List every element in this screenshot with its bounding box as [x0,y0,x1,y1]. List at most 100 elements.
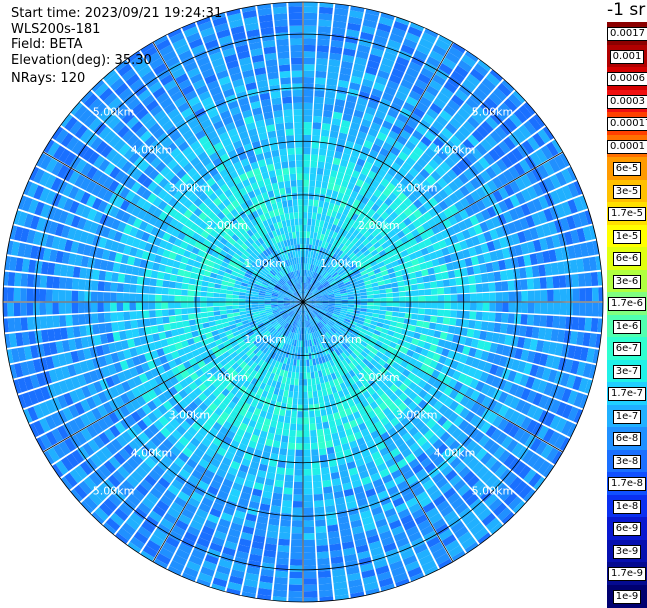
range-gate [200,307,207,312]
range-gate [304,475,312,482]
range-gate [304,135,312,142]
range-gate [280,442,287,449]
range-gate [327,414,334,422]
range-gate [304,32,316,39]
range-gate [304,488,313,495]
range-gate [324,97,334,105]
range-gate [299,385,303,392]
range-gate [317,168,324,175]
range-gate [496,292,503,301]
range-gate [308,392,313,399]
range-gate [304,482,313,489]
range-gate [295,372,299,379]
range-gate [177,328,185,335]
range-gate [398,286,405,291]
range-gate [500,270,508,280]
range-gate [311,219,316,226]
range-gate [232,295,239,299]
range-gate [111,322,119,332]
range-gate [496,303,503,312]
range-gate [304,26,317,33]
range-gate [298,347,301,354]
range-gate [508,313,515,323]
range-gate [379,289,386,294]
range-gate [406,297,413,302]
range-gate [220,285,227,290]
range-gate [163,324,170,331]
range-gate [110,282,117,291]
range-gate [316,539,328,546]
range-gate [506,324,514,334]
range-gate [315,187,321,194]
range-gate [319,448,327,455]
range-gate [317,545,329,552]
range-gate [91,313,98,323]
range-gate [573,288,580,301]
range-gate [311,378,316,385]
range-gate [313,122,322,129]
range-gate [317,429,324,436]
range-gate [170,323,177,330]
range-gate [515,291,522,301]
range-gate [293,495,302,502]
range-gate [318,200,324,207]
range-gate [304,552,316,559]
range-gate [286,404,292,411]
range-gate [303,411,308,418]
range-gate [584,318,591,332]
range-gate [53,316,60,328]
range-gate [288,443,295,450]
range-gate [313,200,318,207]
range-gate [273,408,280,415]
range-gate [325,162,332,169]
range-gate [482,312,489,321]
range-gate [325,401,331,408]
range-gate [282,396,288,403]
range-gate [379,310,386,315]
range-gate [430,281,437,288]
range-gate [431,288,438,295]
range-gate [303,360,306,366]
range-gate [540,315,547,327]
range-gate [292,520,302,527]
range-gate [489,293,496,302]
range-gate [296,437,303,444]
range-gate [3,287,8,301]
range-gate [195,318,202,324]
range-gate [321,214,326,221]
range-gate [150,318,157,326]
range-gate [303,450,310,457]
range-gate [287,397,292,404]
range-gate [303,257,305,263]
range-gate [304,45,316,52]
range-gate [322,117,331,124]
range-gate [325,434,332,441]
range-gate [469,311,476,319]
range-gate [219,302,226,306]
range-gate [275,401,281,408]
range-gate [245,305,252,308]
range-gate [527,314,534,325]
range-gate [508,292,515,302]
range-gate [168,302,175,308]
range-gate [314,97,324,104]
range-gate [65,303,72,314]
range-gate [489,303,496,312]
range-gate [316,213,321,220]
range-gate [354,296,361,299]
range-gate [436,317,443,324]
range-gate [341,297,348,299]
range-gate [327,183,334,191]
range-gate [92,324,100,334]
range-gate [130,311,137,319]
range-gate [297,424,303,431]
range-gate [299,373,303,380]
range-gate [416,320,423,327]
range-gate [527,279,534,290]
range-gate [429,274,436,281]
range-gate [304,116,313,123]
range-gate [84,291,91,301]
range-gate [318,26,331,33]
range-gate [354,293,361,296]
range-gate [111,272,119,282]
